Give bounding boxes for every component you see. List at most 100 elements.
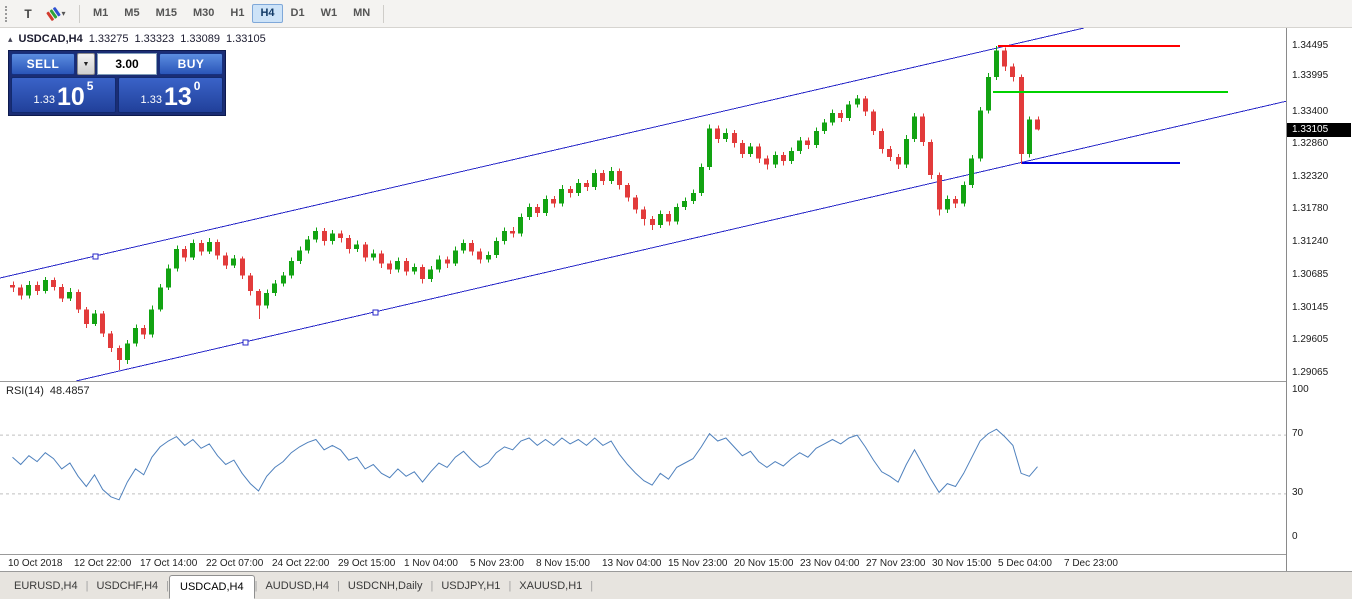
volume-input[interactable]: 3.00 [97, 53, 157, 75]
time-axis[interactable]: 10 Oct 2018 12 Oct 22:00 17 Oct 14:00 22 Oc… [0, 554, 1286, 571]
rsi-tick-label: 0 [1292, 531, 1298, 542]
price-tick-label: 1.29605 [1292, 334, 1329, 346]
tab-separator: | [590, 579, 594, 592]
sell-button[interactable]: SELL [11, 53, 75, 75]
time-tick-label: 10 Oct 2018 [8, 558, 63, 569]
price-tick-label: 1.30145 [1292, 301, 1329, 313]
price-tick-label: 1.31240 [1292, 235, 1329, 247]
time-tick-label: 1 Nov 04:00 [404, 558, 458, 569]
price-tick-label: 1.34495 [1292, 39, 1329, 51]
buy-button[interactable]: BUY [159, 53, 223, 75]
time-tick-label: 12 Oct 22:00 [74, 558, 132, 569]
tab-separator: | [254, 579, 258, 592]
symbol-label: USDCAD,H4 [18, 33, 83, 45]
buy-price-point: 0 [193, 79, 201, 93]
chart-tab-eurusd-h4[interactable]: EURUSD,H4 [14, 579, 78, 592]
timeframe-group: M1 M5 M15 M30 H1 H4 D1 W1 MN [85, 4, 378, 23]
price-tick-label: 1.30685 [1292, 269, 1329, 281]
colors-dropdown-button[interactable]: ▾ [41, 3, 73, 25]
chart-tab-usdcnh-daily[interactable]: USDCNH,Daily [347, 579, 423, 592]
time-tick-label: 15 Nov 23:00 [668, 558, 728, 569]
timeframe-button-m1[interactable]: M1 [93, 7, 109, 19]
time-tick-label: 8 Nov 15:00 [536, 558, 590, 569]
time-tick-label: 30 Nov 15:00 [932, 558, 992, 569]
timeframe-button-h1[interactable]: H1 [230, 7, 245, 19]
tab-separator: | [166, 579, 170, 592]
buy-price-pips: 13 [163, 83, 192, 111]
one-click-trade-panel: SELL ▼ 3.00 BUY 1.33 10 5 1.33 13 0 [8, 50, 226, 116]
price-tick-label: 1.33995 [1292, 69, 1329, 81]
trendline-handle[interactable] [92, 253, 99, 260]
rsi-indicator-panel: RSI(14) 48.4857 [0, 381, 1286, 554]
sell-price-display[interactable]: 1.33 10 5 [11, 77, 116, 113]
one-click-toggle-icon[interactable]: ▴ [8, 33, 13, 44]
toolbar-grip-handle[interactable] [5, 5, 12, 22]
rsi-title: RSI(14) [6, 385, 44, 397]
time-tick-label: 24 Oct 22:00 [272, 558, 330, 569]
time-tick-label: 5 Dec 04:00 [998, 558, 1052, 569]
crayons-icon [46, 6, 62, 21]
price-chart-panel: ▴ USDCAD,H4 1.33275 1.33323 1.33089 1.33… [0, 28, 1286, 381]
toolbar-separator [383, 4, 385, 23]
rsi-header: RSI(14) 48.4857 [6, 385, 90, 397]
close-value: 1.33105 [226, 33, 266, 45]
price-tick-label: 1.32860 [1292, 138, 1329, 150]
high-value: 1.33323 [134, 33, 175, 45]
tab-separator: | [430, 579, 434, 592]
timeframe-button-m30[interactable]: M30 [192, 7, 215, 19]
chart-tab-usdcad-h4[interactable]: USDCAD,H4 [169, 574, 255, 599]
tab-separator: | [508, 579, 512, 592]
candles [10, 45, 1040, 371]
current-price-badge: 1.33105 [1287, 122, 1351, 137]
trendline-handle[interactable] [372, 309, 379, 316]
price-tick-label: 1.32320 [1292, 170, 1329, 182]
chart-tab-audusd-h4[interactable]: AUDUSD,H4 [265, 579, 330, 592]
tab-separator: | [337, 579, 340, 592]
time-tick-label: 22 Oct 07:00 [206, 558, 264, 569]
rsi-value: 48.4857 [49, 385, 90, 397]
time-tick-label: 17 Oct 14:00 [140, 558, 198, 569]
chart-ohlc-header: ▴ USDCAD,H4 1.33275 1.33323 1.33089 1.33… [8, 33, 266, 45]
candlestick-chart [0, 28, 1286, 381]
time-tick-label: 13 Nov 04:00 [602, 558, 662, 569]
templates-icon[interactable]: T [17, 3, 39, 25]
toolbar-separator [79, 4, 80, 23]
timeframe-button-w1[interactable]: W1 [320, 7, 338, 19]
time-tick-label: 23 Nov 04:00 [800, 558, 860, 569]
chart-tab-xauusd-h1[interactable]: XAUUSD,H1 [519, 579, 583, 592]
lower-channel-line[interactable] [75, 86, 1286, 381]
volume-dropdown-button[interactable]: ▼ [77, 53, 95, 75]
chart-tab-bar: EURUSD,H4 | USDCHF,H4 | USDCAD,H4 | AUDUSD,H4 |… [0, 571, 1352, 599]
timeframe-button-m5[interactable]: M5 [124, 7, 140, 19]
chart-tab-usdjpy-h1[interactable]: USDJPY,H1 [441, 579, 501, 592]
timeframe-toolbar: T ▾ M1 M5 M15 M30 H1 H4 D1 W1 MN [0, 0, 1352, 28]
rsi-line [12, 428, 1038, 501]
time-tick-label: 7 Dec 23:00 [1064, 558, 1118, 569]
time-tick-label: 20 Nov 15:00 [734, 558, 794, 569]
timeframe-button-h4[interactable]: H4 [252, 4, 283, 23]
tab-separator: | [85, 579, 89, 592]
price-tick-label: 1.29065 [1292, 366, 1329, 378]
time-tick-label: 27 Nov 23:00 [866, 558, 926, 569]
upper-channel-line[interactable] [0, 28, 1085, 279]
buy-price-base: 1.33 [140, 94, 162, 107]
open-value: 1.33275 [88, 33, 129, 45]
time-tick-label: 29 Oct 15:00 [338, 558, 396, 569]
timeframe-button-mn[interactable]: MN [353, 7, 371, 19]
price-tick-label: 1.33400 [1292, 105, 1329, 117]
rsi-tick-label: 70 [1292, 428, 1304, 440]
timeframe-button-d1[interactable]: D1 [290, 7, 305, 19]
sell-price-pips: 10 [56, 83, 85, 111]
chevron-down-icon: ▾ [61, 9, 66, 18]
price-axis[interactable]: 1.33105 1.34495 1.33995 1.33400 1.32860 1.32… [1286, 28, 1352, 571]
buy-price-display[interactable]: 1.33 13 0 [118, 77, 223, 113]
price-tick-label: 1.31780 [1292, 203, 1329, 215]
sell-price-point: 5 [86, 79, 94, 93]
rsi-tick-label: 100 [1292, 384, 1309, 395]
chart-tab-usdchf-h4[interactable]: USDCHF,H4 [96, 579, 159, 592]
trendline-handle[interactable] [242, 339, 249, 346]
sell-price-base: 1.33 [33, 94, 55, 107]
timeframe-button-m15[interactable]: M15 [155, 7, 177, 19]
rsi-tick-label: 30 [1292, 486, 1304, 498]
